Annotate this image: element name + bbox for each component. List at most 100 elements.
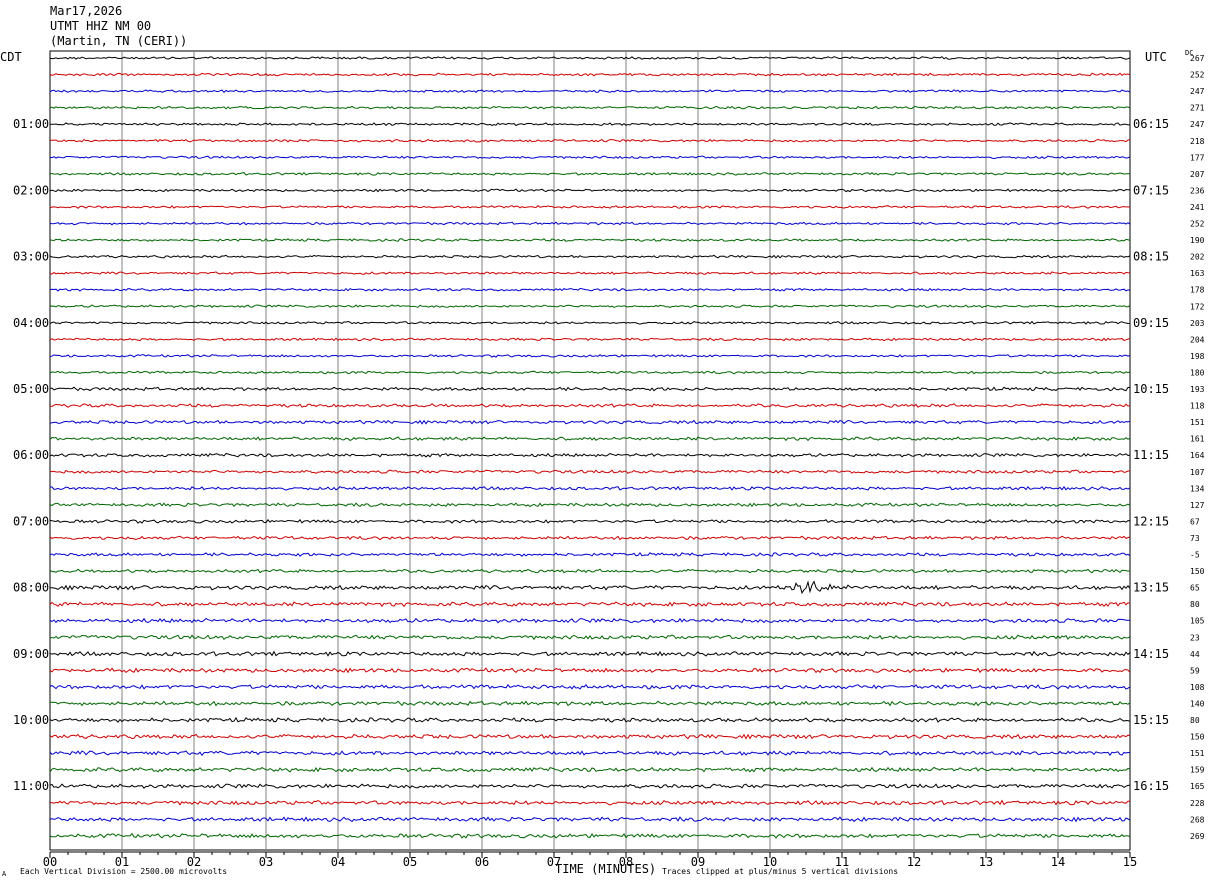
grid bbox=[49, 50, 1131, 858]
dc-offset-label: 80 bbox=[1190, 600, 1200, 609]
dc-offset-label: 252 bbox=[1190, 71, 1205, 80]
left-time-label: 07:00 bbox=[13, 514, 49, 528]
dc-offset-label: 247 bbox=[1190, 87, 1205, 96]
dc-offset-label: 107 bbox=[1190, 468, 1205, 477]
dc-offset-label: 252 bbox=[1190, 220, 1205, 229]
dc-offset-label: 67 bbox=[1190, 517, 1200, 526]
trace-line bbox=[49, 601, 1131, 608]
trace-line bbox=[49, 832, 1131, 839]
trace-line bbox=[49, 750, 1131, 757]
x-tick-label: 15 bbox=[1123, 855, 1137, 869]
dc-offset-label: 247 bbox=[1190, 120, 1205, 129]
trace-line bbox=[49, 122, 1130, 127]
trace-line bbox=[49, 155, 1131, 160]
trace-line bbox=[49, 535, 1131, 541]
dc-offset-label: 159 bbox=[1190, 766, 1205, 775]
dc-offset-label: 151 bbox=[1190, 418, 1205, 427]
dc-offset-label: 190 bbox=[1190, 236, 1205, 245]
x-tick-label: 01 bbox=[115, 855, 129, 869]
dc-offset-label: 134 bbox=[1190, 484, 1205, 493]
right-time-label: 12:15 bbox=[1133, 514, 1169, 528]
location-label: (Martin, TN (CERI)) bbox=[50, 34, 188, 48]
right-time-label: 15:15 bbox=[1133, 713, 1169, 727]
trace-line bbox=[49, 370, 1131, 375]
right-time-label: 11:15 bbox=[1133, 448, 1169, 462]
trace-line bbox=[49, 72, 1131, 77]
dc-offset-label: 198 bbox=[1190, 352, 1205, 361]
dc-offset-label: 271 bbox=[1190, 104, 1205, 113]
trace-line bbox=[49, 766, 1131, 773]
dc-offset-label: 151 bbox=[1190, 749, 1205, 758]
header: Mar17,2026 UTMT HHZ NM 00 (Martin, TN (C… bbox=[50, 4, 187, 49]
date-label: Mar17,2026 bbox=[50, 4, 123, 18]
trace-line bbox=[49, 816, 1131, 823]
dc-offset-label: 241 bbox=[1190, 203, 1205, 212]
trace-line bbox=[49, 287, 1131, 292]
x-tick-label: 07 bbox=[547, 855, 561, 869]
right-timezone-label: UTC bbox=[1145, 50, 1167, 64]
dc-offset-label: 204 bbox=[1190, 335, 1205, 344]
x-tick-label: 13 bbox=[979, 855, 993, 869]
trace-line bbox=[49, 337, 1131, 342]
dc-offset-label: 165 bbox=[1190, 782, 1205, 791]
trace-line bbox=[49, 799, 1131, 806]
x-axis-label: TIME (MINUTES) bbox=[555, 862, 657, 876]
trace-line bbox=[49, 617, 1131, 624]
trace-line bbox=[49, 254, 1131, 259]
clip-note: Traces clipped at plus/minus 5 vertical … bbox=[662, 867, 899, 876]
dc-offset-label: 163 bbox=[1190, 269, 1205, 278]
trace-line bbox=[49, 386, 1131, 392]
trace-line bbox=[49, 419, 1131, 425]
trace-line bbox=[49, 138, 1131, 143]
left-time-label: 05:00 bbox=[13, 382, 49, 396]
corner-mark: A bbox=[2, 870, 7, 878]
dc-offset-label: 150 bbox=[1190, 567, 1205, 576]
right-time-label: 07:15 bbox=[1133, 183, 1169, 197]
dc-offset-label: 105 bbox=[1190, 617, 1205, 626]
dc-offset-label: 140 bbox=[1190, 699, 1205, 708]
x-tick-label: 14 bbox=[1051, 855, 1065, 869]
left-time-label: 04:00 bbox=[13, 316, 49, 330]
dc-offset-label: 164 bbox=[1190, 451, 1205, 460]
trace-line bbox=[49, 403, 1131, 408]
left-time-label: 11:00 bbox=[13, 779, 49, 793]
trace-line bbox=[49, 452, 1131, 458]
trace-line bbox=[49, 205, 1131, 209]
trace-line bbox=[49, 502, 1131, 508]
trace-line bbox=[49, 221, 1131, 226]
trace-line bbox=[49, 171, 1131, 176]
dc-offset-label: 202 bbox=[1190, 253, 1205, 262]
right-time-label: 10:15 bbox=[1133, 382, 1169, 396]
left-timezone-label: CDT bbox=[0, 50, 22, 64]
right-time-label: 13:15 bbox=[1133, 581, 1169, 595]
trace-line bbox=[49, 304, 1131, 309]
dc-offset-label: -5 bbox=[1190, 551, 1200, 560]
scale-note: Each Vertical Division = 2500.00 microvo… bbox=[20, 867, 228, 876]
trace-line bbox=[49, 271, 1131, 276]
dc-offset-label: 269 bbox=[1190, 832, 1205, 841]
trace-line bbox=[49, 650, 1131, 657]
left-time-label: 03:00 bbox=[13, 250, 49, 264]
dc-offset-label: 268 bbox=[1190, 815, 1205, 824]
left-time-label: 08:00 bbox=[13, 581, 49, 595]
dc-offset-label: 73 bbox=[1190, 534, 1200, 543]
dc-offset-label: 150 bbox=[1190, 733, 1205, 742]
x-tick-label: 06 bbox=[475, 855, 489, 869]
dc-offset-label: 118 bbox=[1190, 402, 1205, 411]
x-tick-label: 10 bbox=[763, 855, 777, 869]
dc-label: DC bbox=[1185, 49, 1194, 57]
trace-line bbox=[49, 485, 1131, 491]
right-time-label: 08:15 bbox=[1133, 250, 1169, 264]
dc-offset-label: 127 bbox=[1190, 501, 1205, 510]
dc-offset-label: 267 bbox=[1190, 54, 1205, 63]
dc-offset-label: 236 bbox=[1190, 186, 1205, 195]
trace-line bbox=[49, 89, 1131, 94]
x-tick-label: 08 bbox=[619, 855, 633, 869]
right-time-label: 16:15 bbox=[1133, 779, 1169, 793]
trace-line bbox=[50, 580, 1131, 595]
trace-line bbox=[49, 683, 1131, 690]
axis-labels: 00 01 02 03 04 05 06 07 08 09 10 11 12 13 14 15 267 252 24… bbox=[13, 54, 1205, 869]
trace-line bbox=[49, 56, 1131, 60]
left-time-label: 01:00 bbox=[13, 117, 49, 131]
